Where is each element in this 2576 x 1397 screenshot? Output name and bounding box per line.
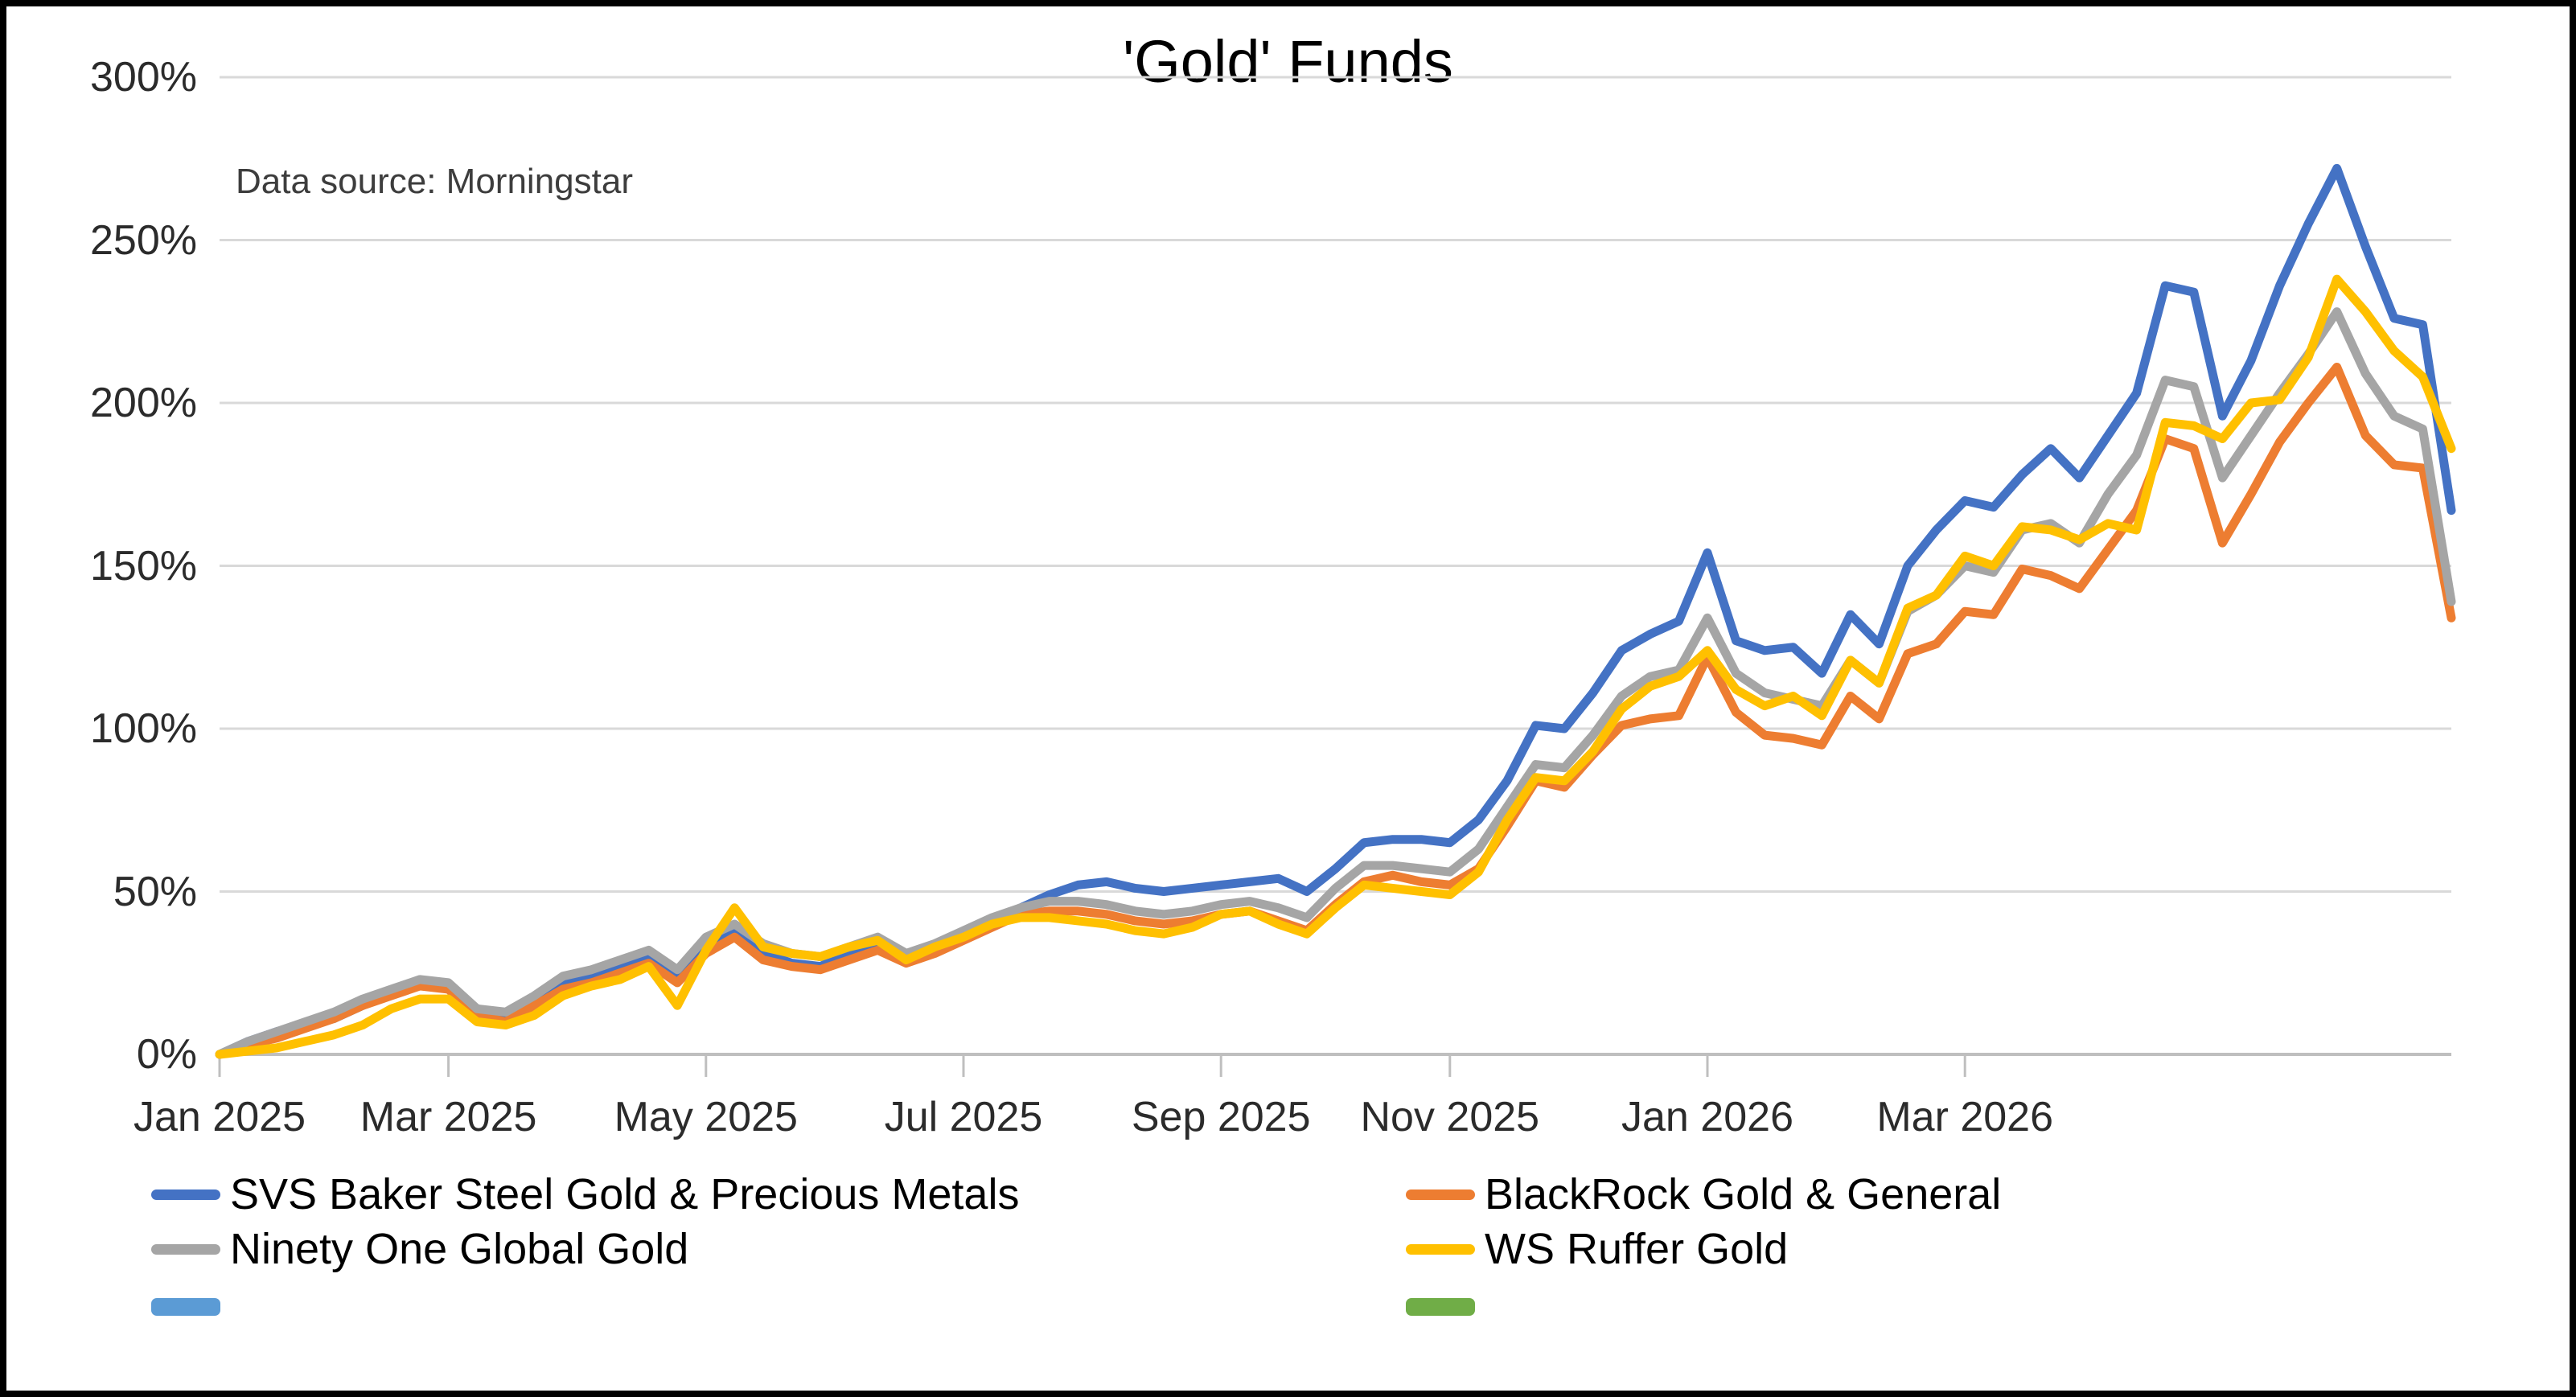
x-axis-tick-label: Mar 2026: [1876, 1094, 2054, 1140]
legend-color-swatch: [1406, 1298, 1475, 1316]
y-axis-tick-label: 150%: [90, 542, 197, 590]
series-line-0: [215, 163, 2456, 1059]
y-axis-tick-label: 300%: [90, 54, 197, 101]
legend-item-2[interactable]: Ninety One Global Gold: [151, 1223, 688, 1275]
y-axis-tick-label: 100%: [90, 705, 197, 752]
legend-item-label: BlackRock Gold & General: [1485, 1170, 2002, 1218]
series-lines: [215, 163, 2456, 1059]
legend-color-swatch: [1406, 1243, 1475, 1255]
legend-item-label: WS Ruffer Gold: [1485, 1225, 1789, 1273]
x-axis-tick-label: Sep 2025: [1131, 1094, 1311, 1140]
series-line-3: [215, 274, 2456, 1059]
legend-item-1[interactable]: BlackRock Gold & General: [1406, 1169, 2001, 1220]
legend-item-extra-0[interactable]: [151, 1281, 230, 1333]
y-axis-tick-label: 0%: [136, 1031, 197, 1078]
y-axis-tick-label: 250%: [90, 216, 197, 264]
x-axis-tick-label: May 2025: [614, 1094, 798, 1140]
legend-item-extra-1[interactable]: [1406, 1281, 1485, 1333]
y-axis-tick-label: 50%: [113, 868, 197, 915]
chart-legend: SVS Baker Steel Gold & Precious Metals Bl…: [127, 1169, 2459, 1378]
legend-color-swatch: [151, 1243, 220, 1255]
legend-item-label: Ninety One Global Gold: [230, 1225, 689, 1273]
chart-frame: 'Gold' Funds 0% 50% 100% 150% 200% 250% 300% J…: [6, 6, 2570, 1391]
legend-color-swatch: [151, 1298, 220, 1316]
series-line-1: [215, 362, 2456, 1059]
x-axis-tick-label: Jul 2025: [884, 1094, 1043, 1140]
data-source-annotation: Data source: Morningstar: [236, 162, 633, 201]
legend-color-swatch: [1406, 1189, 1475, 1200]
x-axis-tick-label: Nov 2025: [1360, 1094, 1540, 1140]
x-axis-tick-label: Mar 2025: [359, 1094, 537, 1140]
legend-item-label: SVS Baker Steel Gold & Precious Metals: [230, 1170, 1020, 1218]
chart-title: 'Gold' Funds: [1123, 28, 1453, 95]
legend-color-swatch: [151, 1189, 220, 1200]
y-axis-tick-label: 200%: [90, 380, 197, 426]
x-axis-tick-label: Jan 2026: [1621, 1094, 1793, 1140]
legend-item-3[interactable]: WS Ruffer Gold: [1406, 1223, 1788, 1275]
chart-plot-area: [215, 76, 2456, 1077]
x-axis-tick-label: Jan 2025: [134, 1094, 306, 1140]
legend-item-0[interactable]: SVS Baker Steel Gold & Precious Metals: [151, 1169, 1019, 1220]
x-tick-marks: [218, 1054, 1966, 1077]
